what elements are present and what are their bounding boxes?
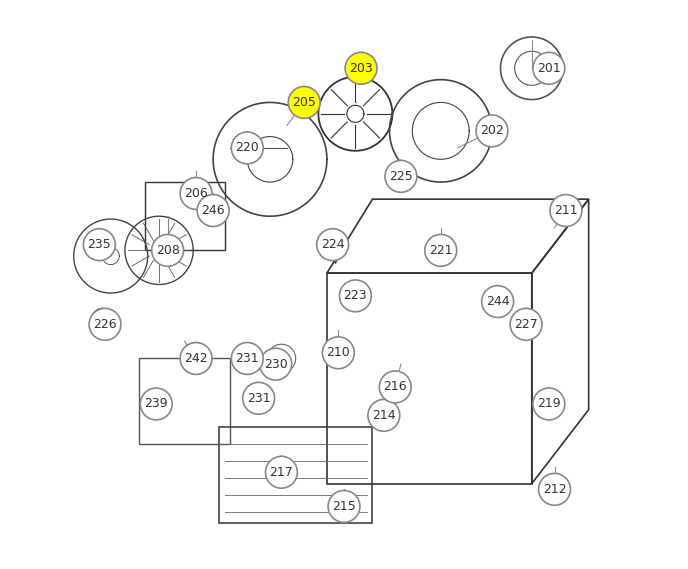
Text: 242: 242 [184,352,208,365]
Circle shape [385,160,417,192]
Circle shape [476,115,508,147]
Circle shape [140,388,172,420]
Text: 223: 223 [343,290,367,302]
Text: 201: 201 [537,62,561,75]
Circle shape [231,343,264,374]
Text: 225: 225 [389,170,413,183]
Circle shape [151,234,184,266]
Circle shape [539,473,570,505]
Text: 231: 231 [247,392,270,405]
Text: 215: 215 [332,500,356,513]
Circle shape [379,371,411,403]
Circle shape [231,132,264,164]
Bar [145,182,224,250]
Text: 205: 205 [292,96,316,109]
Text: 235: 235 [87,238,111,251]
Circle shape [339,280,372,312]
Text: 224: 224 [321,238,345,251]
Circle shape [368,399,400,431]
Text: 212: 212 [543,483,566,496]
Text: 206: 206 [184,187,208,200]
Circle shape [316,229,349,261]
Text: 219: 219 [537,398,561,410]
Text: 216: 216 [383,381,407,393]
Text: 203: 203 [350,62,373,75]
Circle shape [89,308,121,340]
Circle shape [243,382,275,414]
Text: 220: 220 [235,142,259,154]
Circle shape [510,308,542,340]
Text: 246: 246 [202,204,225,217]
Circle shape [197,195,229,226]
Circle shape [345,52,377,84]
Text: 221: 221 [429,244,453,257]
Text: 214: 214 [372,409,396,422]
Text: 208: 208 [155,244,180,257]
Text: 227: 227 [514,318,538,331]
Text: 210: 210 [326,347,350,359]
Text: 230: 230 [264,358,288,370]
Text: 217: 217 [270,466,293,479]
Circle shape [180,178,212,209]
Circle shape [288,86,320,118]
Circle shape [533,388,565,420]
Circle shape [424,234,457,266]
Circle shape [323,337,354,369]
Circle shape [533,52,565,84]
Text: 226: 226 [93,318,117,331]
Text: 202: 202 [480,125,504,137]
Circle shape [550,195,582,226]
Text: 244: 244 [486,295,509,308]
Text: 239: 239 [144,398,168,410]
Text: 211: 211 [554,204,578,217]
Circle shape [266,456,297,488]
Circle shape [328,490,360,522]
Circle shape [83,229,116,261]
Circle shape [482,286,513,318]
Text: 231: 231 [235,352,259,365]
Circle shape [260,348,292,380]
Circle shape [180,343,212,374]
